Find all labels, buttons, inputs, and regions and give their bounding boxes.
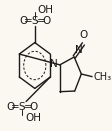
Text: =: = — [24, 102, 32, 112]
Text: N: N — [74, 45, 82, 55]
Text: OH: OH — [25, 113, 41, 123]
Text: =: = — [11, 102, 20, 112]
Text: O: O — [79, 30, 87, 40]
Text: N: N — [49, 59, 57, 69]
Text: OH: OH — [38, 5, 53, 15]
Text: =: = — [24, 16, 32, 26]
Text: O: O — [29, 102, 38, 112]
Text: CH₃: CH₃ — [93, 72, 111, 82]
Text: S: S — [18, 102, 25, 112]
Text: O: O — [19, 16, 27, 26]
Text: O: O — [42, 16, 50, 26]
Text: S: S — [31, 16, 38, 26]
Text: O: O — [6, 102, 14, 112]
Text: =: = — [37, 16, 45, 26]
